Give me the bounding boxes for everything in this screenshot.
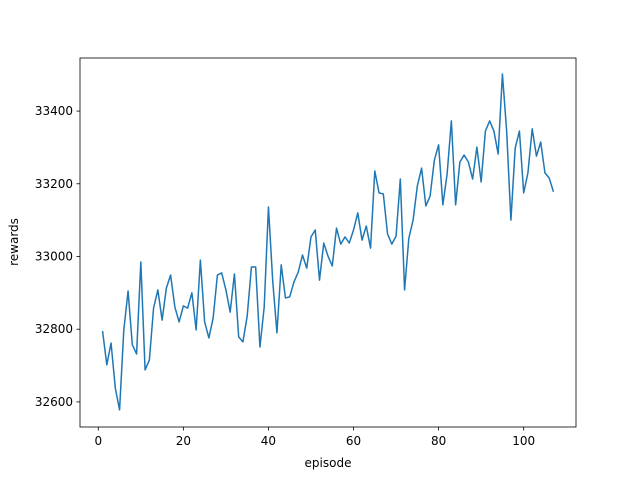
- y-tick-label: 32600: [35, 395, 73, 409]
- y-tick-label: 33400: [35, 104, 73, 118]
- y-axis-label: rewards: [7, 218, 21, 266]
- x-tick-label: 100: [512, 434, 535, 448]
- x-tick-label: 80: [431, 434, 446, 448]
- x-tick-label: 20: [176, 434, 191, 448]
- plot-frame: [79, 57, 577, 428]
- x-axis-label: episode: [305, 456, 352, 470]
- y-tick-label: 33000: [35, 249, 73, 263]
- y-tick-label: 32800: [35, 322, 73, 336]
- x-tick-label: 60: [346, 434, 361, 448]
- x-tick-label: 40: [261, 434, 276, 448]
- x-tick-label: 0: [94, 434, 102, 448]
- data-line: [101, 73, 555, 411]
- y-tick-label: 33200: [35, 177, 73, 191]
